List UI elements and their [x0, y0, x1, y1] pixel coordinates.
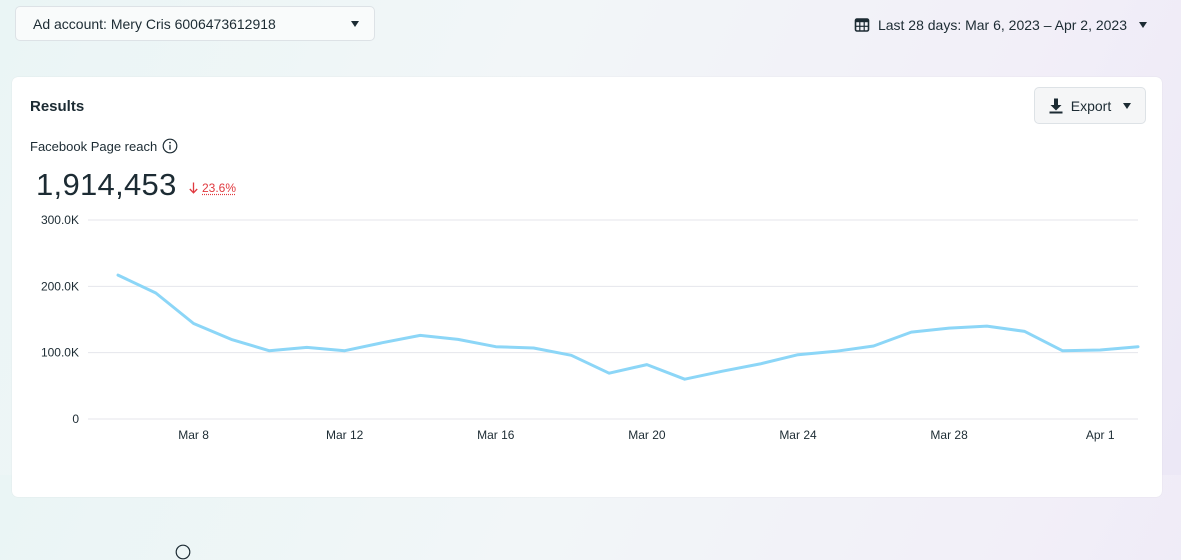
chevron-down-icon — [1123, 102, 1132, 109]
data-point[interactable] — [303, 343, 311, 351]
data-point[interactable] — [1021, 327, 1029, 335]
data-point[interactable] — [567, 351, 575, 359]
data-point[interactable] — [907, 328, 915, 336]
data-point[interactable] — [227, 335, 235, 343]
data-point[interactable] — [152, 289, 160, 297]
data-point[interactable] — [945, 324, 953, 332]
info-icon[interactable] — [162, 138, 178, 154]
series-line[interactable] — [116, 273, 1140, 381]
metric-change-percent: 23.6% — [202, 181, 237, 195]
download-icon — [1049, 98, 1063, 113]
data-point[interactable] — [643, 361, 651, 369]
y-tick-label: 0 — [72, 412, 79, 426]
data-point[interactable] — [1134, 343, 1142, 351]
ad-account-dropdown[interactable]: Ad account: Mery Cris 6006473612918 — [15, 6, 375, 41]
y-tick-label: 300.0K — [41, 213, 79, 227]
chevron-down-icon — [1139, 22, 1147, 28]
export-label: Export — [1070, 97, 1112, 114]
data-point[interactable] — [454, 335, 462, 343]
card-title: Results — [30, 98, 85, 115]
y-tick-label: 200.0K — [41, 279, 79, 293]
x-tick-label: Apr 1 — [1086, 428, 1115, 442]
data-point[interactable] — [681, 375, 689, 383]
down-arrow-icon — [189, 182, 198, 194]
results-card: Results Export Facebook Page reach 1,914… — [12, 77, 1162, 560]
chevron-down-icon — [351, 20, 359, 27]
metric-change: 23.6% — [189, 181, 236, 195]
x-tick-label: Mar 28 — [930, 428, 968, 442]
export-button[interactable]: Export — [1034, 87, 1146, 124]
data-point[interactable] — [756, 360, 764, 368]
reach-line-chart: 0 100.0K 200.0K 300.0K Mar 8 Mar 12 Mar 16 Mar … — [41, 213, 1142, 442]
data-point[interactable] — [1058, 347, 1066, 355]
data-point[interactable] — [114, 271, 122, 279]
x-tick-label: Mar 16 — [477, 428, 515, 442]
x-tick-label: Mar 12 — [326, 428, 364, 442]
x-tick-label: Mar 24 — [779, 428, 817, 442]
calendar-icon — [854, 18, 870, 32]
data-point[interactable] — [832, 347, 840, 355]
data-point[interactable] — [190, 319, 198, 327]
x-tick-label: Mar 20 — [628, 428, 666, 442]
data-point[interactable] — [530, 344, 538, 352]
x-tick-label: Mar 8 — [178, 428, 209, 442]
data-point[interactable] — [605, 369, 613, 377]
data-point[interactable] — [265, 347, 273, 355]
data-point[interactable] — [492, 343, 500, 351]
ad-account-label: Ad account: Mery Cris 6006473612918 — [33, 15, 276, 32]
data-point[interactable] — [870, 342, 878, 350]
info-icon[interactable] — [175, 544, 191, 560]
y-tick-label: 100.0K — [41, 346, 79, 360]
data-point[interactable] — [983, 322, 991, 330]
top-bar: Ad account: Mery Cris 6006473612918 Last… — [0, 0, 1181, 60]
metric-title-label: Facebook Page reach — [30, 138, 158, 154]
data-point[interactable] — [378, 339, 386, 347]
metric-value: 1,914,453 — [36, 167, 177, 202]
data-point[interactable] — [794, 351, 802, 359]
data-point[interactable] — [718, 367, 726, 375]
date-range-picker[interactable]: Last 28 days: Mar 6, 2023 – Apr 2, 2023 — [854, 14, 1147, 36]
data-point[interactable] — [341, 347, 349, 355]
data-point[interactable] — [416, 331, 424, 339]
date-range-label: Last 28 days: Mar 6, 2023 – Apr 2, 2023 — [877, 17, 1127, 33]
metric-title: Facebook Page reach — [30, 138, 178, 154]
data-point[interactable] — [1096, 346, 1104, 354]
